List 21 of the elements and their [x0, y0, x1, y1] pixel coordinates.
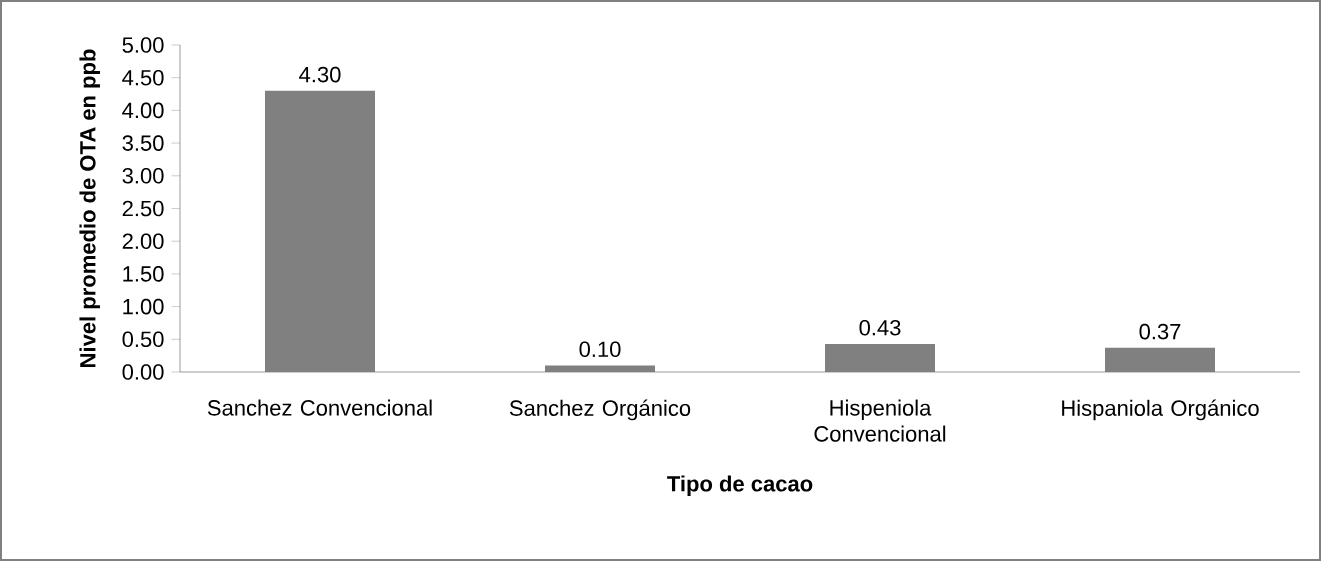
x-tick-label: Sanchez Convencional — [207, 399, 432, 416]
y-tick-label: 5.00 — [122, 37, 164, 53]
y-tick-label: 3.00 — [122, 168, 164, 184]
data-label: 0.10 — [579, 341, 621, 358]
y-axis-title: Nivel promedio de OTA en ppb — [79, 49, 100, 367]
x-tick-label: Sanchez Orgánico — [509, 399, 691, 421]
y-tick-label: 0.50 — [122, 331, 164, 348]
data-label: 0.37 — [1139, 323, 1181, 340]
y-tick-label: 2.00 — [122, 233, 164, 249]
y-tick-label: 3.50 — [122, 135, 164, 151]
y-tick-label: 0.00 — [122, 364, 164, 380]
y-tick-label: 4.50 — [122, 69, 164, 86]
data-label: 4.30 — [299, 66, 341, 83]
x-axis-title: Tipo de cacao — [667, 475, 813, 496]
x-tick-label: Hispeniola Convencional — [814, 399, 946, 442]
y-tick-label: 2.50 — [122, 200, 164, 217]
y-tick-label: 1.00 — [123, 298, 164, 315]
y-tick-label: 4.00 — [122, 102, 164, 119]
y-tick-label: 1.50 — [123, 266, 164, 282]
data-label: 0.43 — [859, 319, 901, 336]
x-tick-label: Hispaniola Orgánico — [1062, 399, 1259, 421]
